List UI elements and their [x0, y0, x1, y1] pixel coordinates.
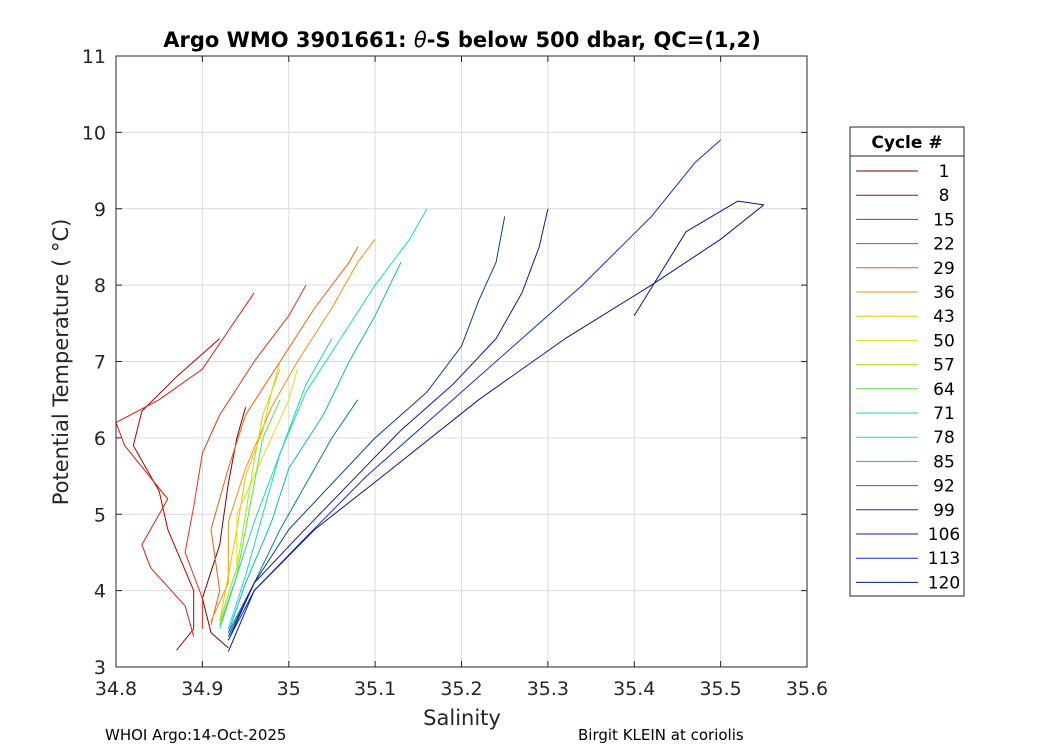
- legend-label-85: 85: [933, 452, 955, 472]
- x-tick-labels: 34.8 34.9 35 35.1 35.2 35.3 35.4 35.5 35.6: [95, 678, 828, 700]
- series-line-cycle-29: [210, 246, 359, 626]
- series-line-cycle-99: [227, 216, 506, 637]
- y-tick-label: 4: [94, 581, 106, 603]
- chart-title-suffix: -S below 500 dbar, QC=(1,2): [427, 28, 761, 52]
- chart-title-theta: θ: [414, 28, 427, 52]
- x-tick-label: 35.4: [613, 678, 655, 700]
- series-line-cycle-8: [132, 338, 221, 651]
- legend: Cycle # 18152229364350576471788592991061…: [849, 126, 965, 597]
- x-tick-label: 35.3: [527, 678, 569, 700]
- legend-label-106: 106: [928, 525, 960, 545]
- legend-label-57: 57: [933, 356, 955, 376]
- footer-right: Birgit KLEIN at coriolis: [578, 726, 744, 744]
- x-axis-label: Salinity: [423, 706, 501, 730]
- series-line-cycle-120: [227, 200, 765, 652]
- legend-title: Cycle #: [871, 133, 942, 153]
- x-tick-label: 35.6: [786, 678, 828, 700]
- y-axis-label: Potential Temperature ( °C): [49, 219, 73, 506]
- series-line-cycle-1: [201, 407, 247, 649]
- y-tick-label: 7: [94, 352, 106, 374]
- series-line-cycle-78: [227, 208, 428, 629]
- legend-label-71: 71: [933, 404, 955, 424]
- legend-label-50: 50: [933, 331, 955, 351]
- legend-label-29: 29: [933, 259, 955, 279]
- footer-left: WHOI Argo:14-Oct-2025: [105, 726, 286, 744]
- legend-label-120: 120: [928, 573, 960, 593]
- y-tick-label: 10: [82, 122, 106, 144]
- legend-box: [849, 126, 965, 597]
- chart-title-prefix: Argo WMO 3901661:: [163, 28, 414, 52]
- plot-axes: 34.8 34.9 35 35.1 35.2 35.3 35.4 35.5 35.6 3 4 5 6 7…: [82, 46, 828, 700]
- x-tick-label: 35.1: [354, 678, 396, 700]
- series-layer: [115, 139, 765, 652]
- chart-title: Argo WMO 3901661: θ-S below 500 dbar, QC…: [163, 28, 760, 52]
- legend-label-15: 15: [933, 210, 955, 230]
- legend-label-64: 64: [933, 380, 955, 400]
- legend-label-92: 92: [933, 477, 955, 497]
- series-line-cycle-36: [210, 238, 376, 622]
- legend-label-36: 36: [933, 283, 955, 303]
- legend-label-113: 113: [928, 549, 960, 569]
- legend-label-22: 22: [933, 235, 955, 255]
- plot-frame: [115, 55, 808, 668]
- series-line-cycle-22: [184, 284, 307, 629]
- series-line-cycle-15: [115, 292, 255, 637]
- x-tick-label: 35.5: [699, 678, 741, 700]
- y-tick-label: 5: [94, 504, 106, 526]
- series-line-cycle-106: [227, 208, 549, 641]
- y-tick-label: 8: [94, 275, 106, 297]
- legend-entries: 1 8 15 22 29 36 43 50 57 64 71 78 85 92 99 106 113 120: [856, 162, 960, 593]
- series-line-cycle-85: [227, 261, 402, 633]
- legend-label-8: 8: [939, 186, 950, 206]
- x-tick-label: 34.8: [95, 678, 137, 700]
- x-tick-label: 35.2: [440, 678, 482, 700]
- legend-label-78: 78: [933, 428, 955, 448]
- legend-label-99: 99: [933, 501, 955, 521]
- y-tick-label: 9: [94, 199, 106, 221]
- legend-label-1: 1: [939, 162, 950, 182]
- series-line-cycle-71: [219, 338, 333, 629]
- y-tick-labels: 3 4 5 6 7 8 9 10 11: [82, 46, 106, 679]
- y-tick-label: 11: [82, 46, 106, 68]
- x-tick-label: 35: [277, 678, 301, 700]
- x-tick-label: 34.9: [181, 678, 223, 700]
- series-line-cycle-57: [219, 368, 281, 622]
- legend-label-43: 43: [933, 307, 955, 327]
- y-tick-label: 6: [94, 428, 106, 450]
- y-tick-label: 3: [94, 657, 106, 679]
